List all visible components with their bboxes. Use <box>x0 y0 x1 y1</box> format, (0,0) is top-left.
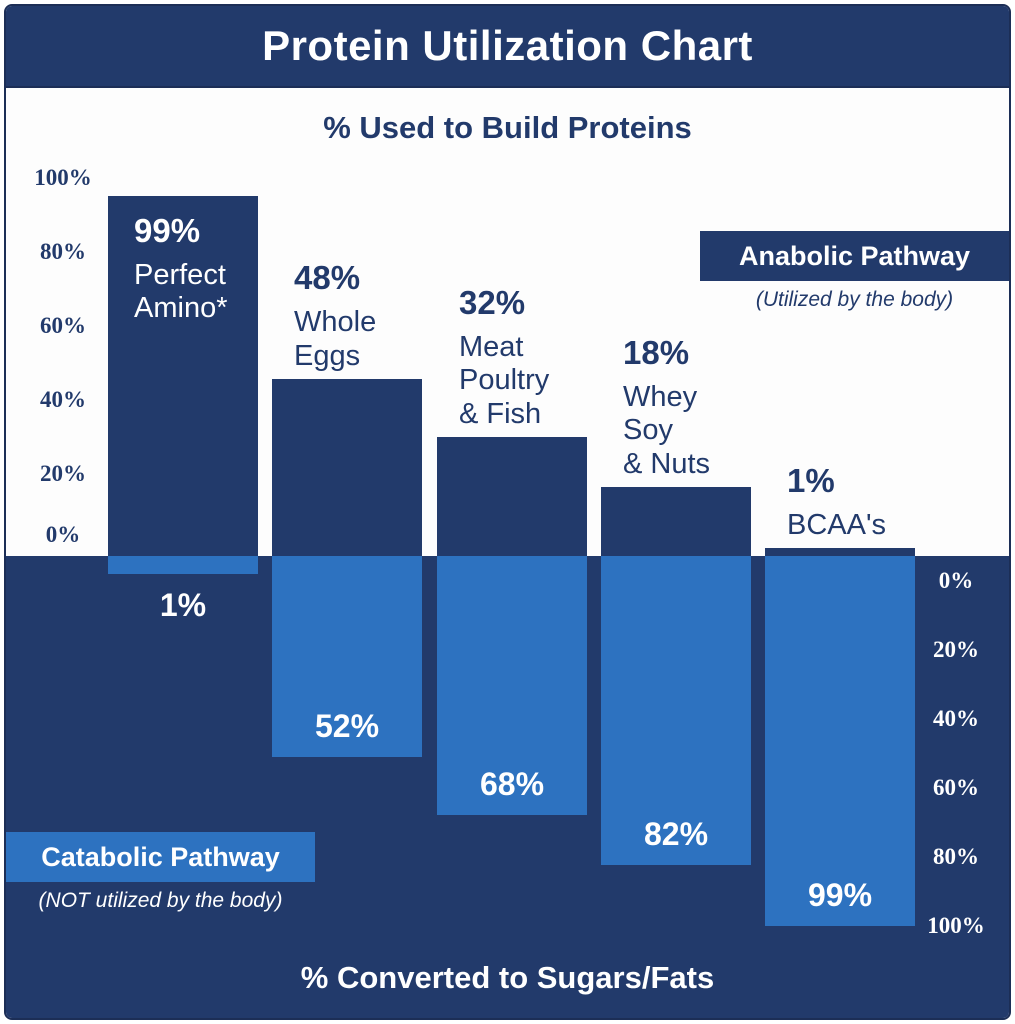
category-name: Whey Soy & Nuts <box>623 380 711 480</box>
right-axis-tick-40: 40% <box>933 706 979 731</box>
category-name: Meat Poultry & Fish <box>459 330 550 430</box>
anabolic-value-label: 99% <box>134 212 201 249</box>
catabolic-bar <box>272 556 422 757</box>
left-axis-tick-0: 0% <box>45 522 81 547</box>
category-name: BCAA's <box>787 508 887 541</box>
chart-frame: Protein Utilization Chart % Used to Buil… <box>4 4 1011 1020</box>
anabolic-bar <box>765 548 915 556</box>
left-axis-tick-40: 40% <box>40 387 86 412</box>
chart-header: Protein Utilization Chart <box>6 6 1009 88</box>
right-axis-tick-0: 0% <box>938 568 974 593</box>
anabolic-value-label: 32% <box>459 284 526 322</box>
category-name: Perfect Amino* <box>134 258 228 325</box>
anabolic-pathway-sublabel: (Utilized by the body) <box>755 288 954 311</box>
anabolic-bar <box>272 379 422 556</box>
left-axis-tick-80: 80% <box>40 239 86 264</box>
anabolic-bar <box>108 196 258 556</box>
anabolic-value-label: 1% <box>787 461 835 499</box>
anabolic-bar <box>437 437 587 556</box>
catabolic-bar <box>765 556 915 926</box>
category-label: 18% Whey Soy & Nuts <box>623 334 710 481</box>
anabolic-value-label: 18% <box>623 334 690 372</box>
category-label: 48% Whole Eggs <box>294 259 376 373</box>
catabolic-value-label: 68% <box>479 766 545 802</box>
anabolic-pathway-badge: Anabolic Pathway <box>700 231 1009 281</box>
catabolic-value-label: 99% <box>807 877 873 913</box>
bottom-axis-title: % Converted to Sugars/Fats <box>300 960 715 995</box>
chart-title: Protein Utilization Chart <box>262 22 753 69</box>
right-axis-tick-80: 80% <box>933 844 979 869</box>
anabolic-value-label: 48% <box>294 259 361 297</box>
category-name: Whole Eggs <box>294 306 377 372</box>
top-axis-title: % Used to Build Proteins <box>323 110 692 145</box>
left-axis-tick-60: 60% <box>40 313 86 338</box>
catabolic-value-label: 52% <box>314 708 380 744</box>
right-axis-tick-20: 20% <box>933 637 979 662</box>
category-label: 1% BCAA's <box>787 462 886 542</box>
catabolic-pathway-badge: Catabolic Pathway <box>6 832 315 882</box>
catabolic-pathway-label: Catabolic Pathway <box>41 841 280 872</box>
catabolic-bar <box>437 556 587 815</box>
right-axis-tick-60: 60% <box>933 775 979 800</box>
anabolic-pathway-label: Anabolic Pathway <box>738 240 971 271</box>
chart-canvas: % Used to Build Proteins 100% 80% 60% 40… <box>6 88 1009 1018</box>
left-axis-tick-20: 20% <box>40 461 86 486</box>
category-label: 32% Meat Poultry & Fish <box>459 284 549 431</box>
catabolic-bar <box>601 556 751 865</box>
catabolic-value-label: 82% <box>643 816 709 852</box>
category-label: 99% Perfect Amino* <box>134 212 228 326</box>
catabolic-pathway-sublabel: (NOT utilized by the body) <box>38 889 283 912</box>
catabolic-value-label: 1% <box>159 587 207 623</box>
catabolic-bar <box>108 556 258 574</box>
right-axis-tick-100: 100% <box>927 913 985 938</box>
anabolic-bar <box>601 487 751 556</box>
left-axis-tick-100: 100% <box>34 165 92 190</box>
